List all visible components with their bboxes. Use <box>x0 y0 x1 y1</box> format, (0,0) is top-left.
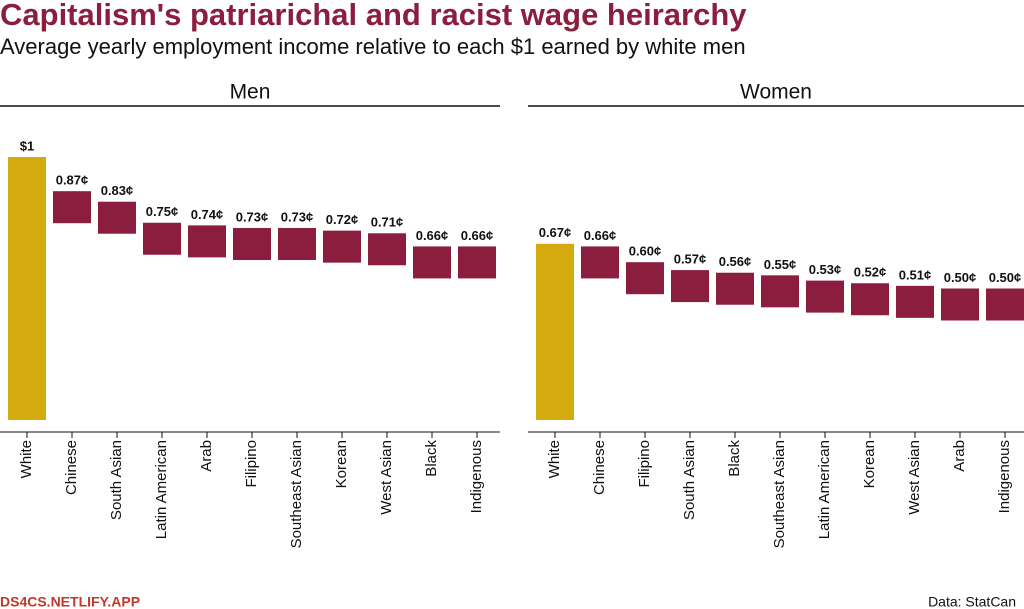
value-label: 0.50¢ <box>989 270 1022 285</box>
value-label: 0.50¢ <box>944 270 977 285</box>
x-tick-label: Filipino <box>243 440 260 488</box>
x-tick-label: West Asian <box>378 440 395 515</box>
value-label: 0.74¢ <box>191 207 224 222</box>
value-label: 0.71¢ <box>371 215 404 230</box>
bar <box>233 228 271 261</box>
chart-subtitle: Average yearly employment income relativ… <box>0 34 746 59</box>
x-tick-label: Arab <box>198 440 215 472</box>
bar <box>761 275 799 308</box>
x-tick-label: Southeast Asian <box>288 440 305 548</box>
bar <box>626 262 664 295</box>
x-tick-label: Indigenous <box>468 440 485 513</box>
bar <box>536 243 574 420</box>
value-label: 0.56¢ <box>719 254 752 269</box>
panel-title: Men <box>230 81 271 104</box>
x-tick-label: Chinese <box>63 440 80 495</box>
value-label: 0.75¢ <box>146 204 179 219</box>
x-tick-label: Arab <box>951 440 968 472</box>
source: Data: StatCan <box>928 594 1016 609</box>
value-label: 0.67¢ <box>539 225 572 240</box>
value-label: 0.53¢ <box>809 262 842 277</box>
value-label: 0.51¢ <box>899 267 932 282</box>
value-label: $1 <box>20 138 34 153</box>
value-label: 0.72¢ <box>326 212 359 227</box>
value-label: 0.55¢ <box>764 257 797 272</box>
value-label: 0.66¢ <box>416 228 449 243</box>
credit: DS4CS.NETLIFY.APP <box>0 594 140 609</box>
bar <box>458 246 496 279</box>
bar <box>8 157 46 420</box>
x-tick-label: White <box>18 440 35 478</box>
value-label: 0.66¢ <box>584 228 617 243</box>
value-label: 0.66¢ <box>461 228 494 243</box>
bar <box>188 225 226 258</box>
x-tick-label: White <box>546 440 563 478</box>
x-tick-label: Southeast Asian <box>771 440 788 548</box>
x-tick-label: Black <box>423 440 440 477</box>
chart-title: Capitalism's patriarichal and racist wag… <box>0 0 747 32</box>
x-tick-label: Latin American <box>153 440 170 539</box>
bar <box>941 288 979 321</box>
value-label: 0.52¢ <box>854 265 887 280</box>
panel-title: Women <box>740 81 812 104</box>
bar <box>53 191 91 224</box>
x-tick-label: South Asian <box>681 440 698 520</box>
value-label: 0.60¢ <box>629 244 662 259</box>
x-tick-label: Filipino <box>636 440 653 488</box>
bar <box>143 222 181 255</box>
bar <box>851 283 889 316</box>
x-tick-label: Indigenous <box>996 440 1013 513</box>
bar <box>278 228 316 261</box>
bar <box>368 233 406 266</box>
value-label: 0.73¢ <box>236 209 269 224</box>
bar <box>98 201 136 234</box>
x-tick-label: Korean <box>861 440 878 488</box>
bar <box>896 285 934 318</box>
bar <box>806 280 844 313</box>
x-tick-label: Black <box>726 440 743 477</box>
x-tick-label: Latin American <box>816 440 833 539</box>
bar <box>323 230 361 263</box>
bar <box>986 288 1024 321</box>
x-tick-label: West Asian <box>906 440 923 515</box>
x-tick-label: Chinese <box>591 440 608 495</box>
bar <box>413 246 451 279</box>
bar <box>671 270 709 303</box>
x-tick-label: Korean <box>333 440 350 488</box>
x-tick-label: South Asian <box>108 440 125 520</box>
bar <box>716 272 754 305</box>
value-label: 0.73¢ <box>281 209 314 224</box>
value-label: 0.83¢ <box>101 183 134 198</box>
bar <box>581 246 619 279</box>
value-label: 0.57¢ <box>674 252 707 267</box>
value-label: 0.87¢ <box>56 173 89 188</box>
